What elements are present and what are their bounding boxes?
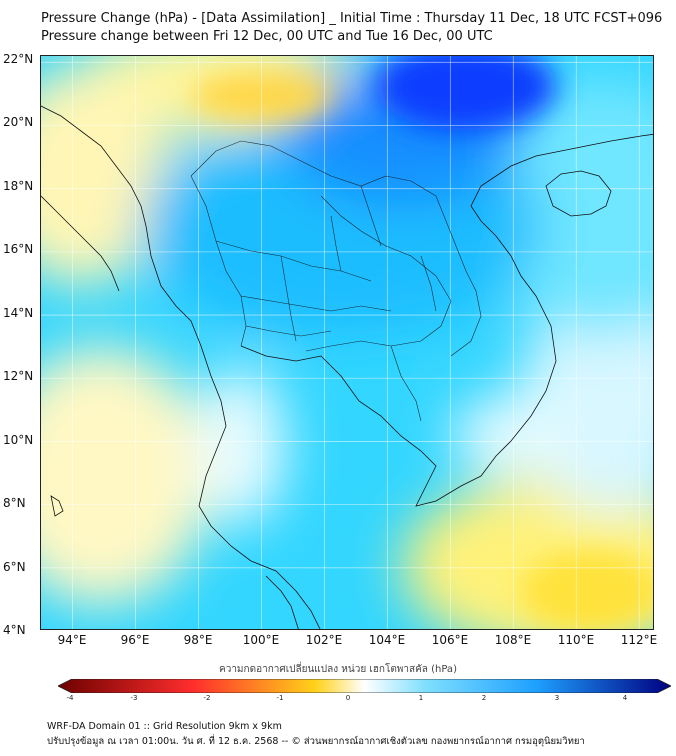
lon-label-104: 104°E [368, 633, 406, 647]
map-subtitle: Pressure change between Fri 12 Dec, 00 U… [41, 29, 493, 44]
lon-label-112: 112°E [620, 633, 658, 647]
lat-label-8: 8°N [3, 496, 26, 510]
colorbar [57, 678, 672, 694]
lat-label-16: 16°N [3, 242, 34, 256]
pressure-field [41, 56, 653, 629]
colorbar-tick: 0 [345, 694, 351, 702]
lat-label-6: 6°N [3, 560, 26, 574]
lon-label-94: 94°E [57, 633, 87, 647]
lat-label-12: 12°N [3, 369, 34, 383]
colorbar-tick: 2 [481, 694, 487, 702]
colorbar-tick: -4 [66, 694, 74, 702]
lat-label-22: 22°N [3, 52, 34, 66]
footer-credit: ปรับปรุงข้อมูล ณ เวลา 01:00น. วัน ศ. ที่… [47, 736, 585, 747]
lon-label-110: 110°E [557, 633, 595, 647]
coastlines [41, 105, 653, 629]
colorbar-tick: 4 [622, 694, 628, 702]
lat-label-10: 10°N [3, 433, 34, 447]
pressure-change-map [40, 55, 654, 630]
lat-label-14: 14°N [3, 306, 34, 320]
lat-label-20: 20°N [3, 115, 34, 129]
lon-label-98: 98°E [183, 633, 213, 647]
colorbar-tick: 3 [554, 694, 560, 702]
map-title: Pressure Change (hPa) - [Data Assimilati… [41, 11, 663, 26]
colorbar-tick: -2 [203, 694, 211, 702]
graticule [41, 56, 653, 629]
colorbar-graphic [57, 678, 672, 694]
colorbar-label: ความกดอากาศเปลี่ยนแปลง หน่วย เฮกโตพาสคัล… [219, 664, 457, 675]
borders [190, 140, 482, 422]
colorbar-tick: -3 [130, 694, 138, 702]
lat-label-4: 4°N [3, 623, 26, 637]
footer-domain-info: WRF-DA Domain 01 :: Grid Resolution 9km … [47, 721, 282, 732]
lat-label-18: 18°N [3, 179, 34, 193]
pressure-core [191, 56, 653, 629]
colorbar-tick: 1 [418, 694, 424, 702]
colorbar-tick: -1 [276, 694, 284, 702]
map-canvas [41, 56, 653, 629]
lon-label-100: 100°E [242, 633, 280, 647]
lon-label-102: 102°E [305, 633, 343, 647]
lon-label-96: 96°E [120, 633, 150, 647]
lon-label-108: 108°E [494, 633, 532, 647]
colorbar-bar [57, 678, 672, 694]
lon-label-106: 106°E [431, 633, 469, 647]
